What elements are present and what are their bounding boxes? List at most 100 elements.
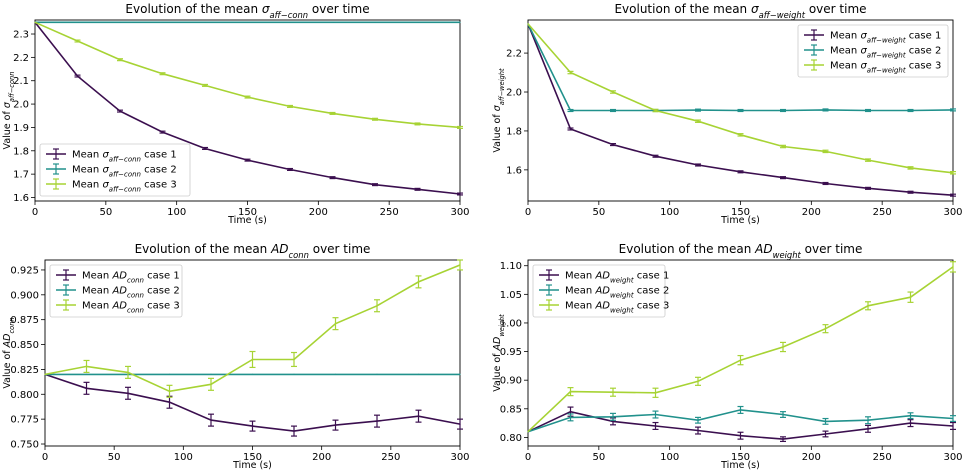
y-axis-label-prefix: Value of <box>2 347 13 388</box>
legend-item: Mean σaff−weight case 3 <box>804 59 941 75</box>
legend-label-suffix: case 3 <box>141 180 177 191</box>
legend-item: Mean ADconn case 3 <box>56 299 180 315</box>
data-point <box>416 188 419 190</box>
y-tick-label: 1.8 <box>13 146 29 157</box>
x-tick-label: 150 <box>238 207 257 218</box>
data-point <box>119 21 121 23</box>
legend-item: Mean ADweight case 2 <box>539 284 669 300</box>
data-point <box>331 21 334 23</box>
data-point <box>416 21 419 23</box>
data-point <box>459 126 461 129</box>
data-point <box>251 373 254 375</box>
legend-label: Mean σaff−weight case 1 <box>830 31 941 45</box>
legend-label-prefix: Mean <box>72 180 102 191</box>
data-point <box>867 419 869 421</box>
y-axis-label-subscript: conn <box>8 317 16 333</box>
data-point <box>85 365 88 368</box>
x-tick-label: 300 <box>943 207 962 218</box>
chart-title: Evolution of the mean ADconn over time <box>135 242 371 260</box>
data-point <box>612 391 614 393</box>
x-axis-label: Time (s) <box>227 215 267 226</box>
legend-label-suffix: case 2 <box>144 286 180 297</box>
series-2 <box>527 405 956 433</box>
data-point <box>251 358 254 361</box>
data-point <box>952 109 954 111</box>
x-tick-label: 0 <box>525 452 531 463</box>
data-point <box>782 346 784 348</box>
y-tick-label: 0.750 <box>10 440 39 451</box>
legend-label-suffix: case 2 <box>141 165 177 176</box>
data-point <box>782 109 784 112</box>
data-point <box>782 413 784 416</box>
data-point <box>204 84 206 86</box>
data-point <box>867 428 869 430</box>
y-axis-label-symbol: σ <box>2 101 13 108</box>
series-2 <box>34 21 461 24</box>
legend-label-subscript: aff−conn <box>109 186 141 194</box>
x-tick-label: 100 <box>167 207 186 218</box>
data-point <box>168 373 171 375</box>
legend-label-prefix: Mean <box>830 46 860 57</box>
data-point <box>697 419 699 421</box>
data-point <box>376 373 378 375</box>
legend-label-subscript: aff−conn <box>109 171 141 179</box>
legend-box <box>797 24 949 78</box>
data-point <box>459 193 461 195</box>
y-tick-label: 1.10 <box>500 261 522 272</box>
legend-label-prefix: Mean <box>82 271 112 282</box>
y-tick-label: 0.775 <box>10 415 39 426</box>
x-tick-label: 300 <box>450 452 469 463</box>
legend-label-subscript: aff−conn <box>109 156 141 164</box>
data-point <box>654 392 657 394</box>
legend-label-prefix: Mean <box>565 301 595 312</box>
legend-label: Mean σaff−conn case 3 <box>72 180 177 194</box>
data-point <box>612 91 614 93</box>
data-point <box>289 168 291 171</box>
series-3 <box>527 23 956 175</box>
x-tick-label: 300 <box>450 207 469 218</box>
data-point <box>119 110 121 112</box>
legend-label-subscript: weight <box>610 292 634 300</box>
data-point <box>867 187 869 189</box>
legend-label: Mean σaff−weight case 3 <box>830 61 941 75</box>
data-point <box>161 73 164 75</box>
x-axis-label: Time (s) <box>232 460 272 470</box>
y-tick-label: 0.925 <box>10 265 39 276</box>
legend-item: Mean ADconn case 1 <box>56 269 180 285</box>
data-point <box>417 415 420 417</box>
x-tick-label: 300 <box>943 452 962 463</box>
data-point <box>824 150 827 152</box>
y-axis-label-subscript: aff−conn <box>8 72 16 103</box>
data-point <box>824 328 827 330</box>
chart-title-suffix: over time <box>308 2 370 16</box>
data-point <box>612 143 614 146</box>
chart-title-subscript: aff−weight <box>759 10 806 20</box>
legend-label-suffix: case 1 <box>906 31 942 42</box>
chart-title-symbol: AD <box>754 242 772 256</box>
data-point <box>739 359 742 361</box>
legend-label-suffix: case 1 <box>144 271 180 282</box>
data-point <box>459 264 461 266</box>
x-tick-label: 200 <box>309 207 328 218</box>
data-point <box>824 420 827 422</box>
data-point <box>85 373 88 375</box>
data-point <box>85 387 88 389</box>
y-axis-label: Value of σaff−weight <box>492 68 506 153</box>
data-point <box>824 182 827 185</box>
data-point <box>612 109 614 112</box>
chart-title: Evolution of the mean σaff−weight over t… <box>614 2 866 20</box>
legend-item: Mean ADweight case 1 <box>539 269 669 285</box>
y-tick-label: 0.85 <box>500 404 522 415</box>
chart-title: Evolution of the mean ADweight over time <box>619 242 863 260</box>
data-point <box>527 23 529 25</box>
legend-label: Mean ADweight case 2 <box>565 286 669 300</box>
legend-label-symbol: AD <box>594 301 610 312</box>
legend-label-symbol: σ <box>860 31 867 42</box>
data-point <box>697 164 699 166</box>
data-point <box>246 159 249 161</box>
y-axis-label-prefix: Value of <box>2 108 13 149</box>
chart-title-suffix: over time <box>801 242 863 256</box>
data-point <box>459 373 461 375</box>
